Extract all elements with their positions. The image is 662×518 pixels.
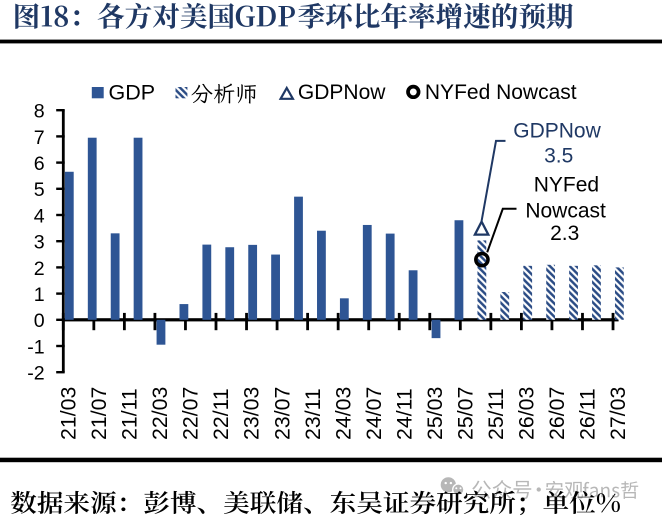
svg-text:8: 8 (34, 101, 45, 123)
svg-text:23/03: 23/03 (240, 387, 264, 440)
svg-text:3.5: 3.5 (544, 144, 573, 167)
svg-text:22/11: 22/11 (209, 388, 233, 440)
svg-text:26/07: 26/07 (545, 387, 569, 440)
svg-text:2.3: 2.3 (550, 222, 579, 245)
svg-text:0: 0 (34, 310, 45, 332)
svg-text:21/07: 21/07 (87, 387, 111, 440)
svg-text:NYFed: NYFed (534, 174, 599, 197)
svg-text:Nowcast: Nowcast (525, 199, 606, 222)
svg-text:25/11: 25/11 (484, 388, 508, 440)
svg-text:2: 2 (34, 258, 45, 280)
svg-text:23/07: 23/07 (270, 387, 294, 440)
svg-text:24/03: 24/03 (331, 387, 355, 440)
svg-text:4: 4 (34, 205, 45, 227)
svg-text:26/03: 26/03 (515, 387, 539, 440)
svg-text:25/07: 25/07 (454, 387, 478, 440)
svg-text:-2: -2 (27, 363, 44, 385)
svg-text:GDP: GDP (109, 80, 156, 104)
svg-text:22/03: 22/03 (148, 387, 172, 440)
svg-text:24/07: 24/07 (362, 387, 386, 440)
svg-text:GDPNow: GDPNow (298, 81, 386, 104)
svg-text:25/03: 25/03 (423, 387, 447, 440)
svg-text:5: 5 (34, 179, 45, 201)
svg-text:23/11: 23/11 (301, 388, 325, 440)
svg-text:24/11: 24/11 (392, 388, 416, 440)
svg-text:21/03: 21/03 (57, 387, 81, 440)
svg-text:GDPNow: GDPNow (513, 120, 601, 143)
svg-text:7: 7 (34, 127, 45, 149)
svg-text:-1: -1 (27, 336, 44, 358)
svg-text:6: 6 (34, 153, 45, 175)
svg-text:22/07: 22/07 (179, 387, 203, 440)
svg-text:27/03: 27/03 (606, 387, 630, 440)
svg-text:NYFed Nowcast: NYFed Nowcast (425, 81, 577, 104)
svg-text:21/11: 21/11 (118, 388, 142, 440)
svg-text:26/11: 26/11 (576, 388, 600, 440)
svg-text:3: 3 (34, 232, 45, 254)
svg-text:1: 1 (34, 284, 45, 306)
